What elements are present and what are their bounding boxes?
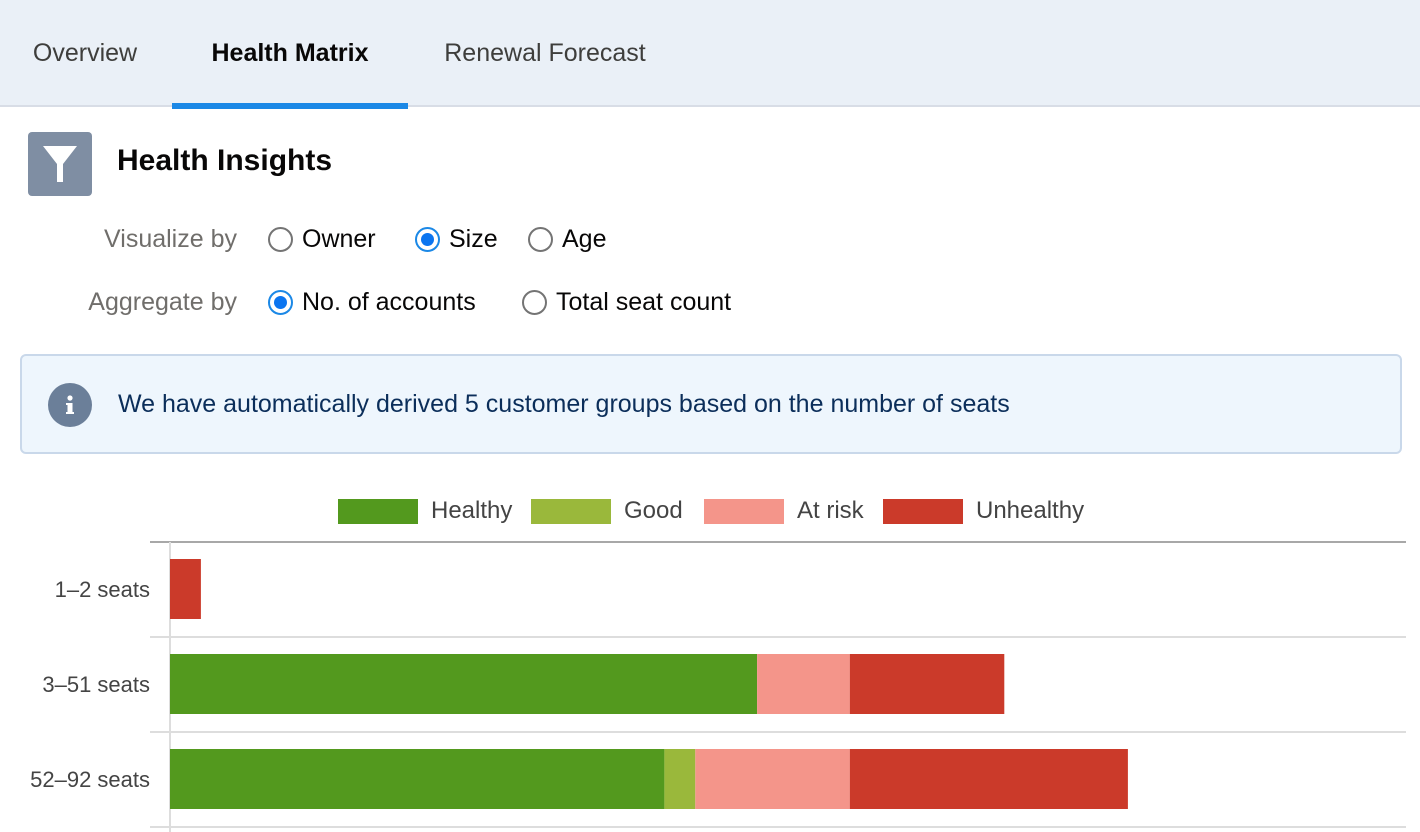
tab-overview-label: Overview xyxy=(32,39,138,67)
legend-healthy: Healthy xyxy=(338,497,512,525)
info-banner: We have automatically derived 5 customer… xyxy=(20,354,1402,454)
bar-segment-healthy xyxy=(170,654,758,714)
category-label: 1–2 seats xyxy=(55,577,150,602)
radio-circle xyxy=(415,227,440,252)
radio-circle xyxy=(528,227,553,252)
legend-swatch-at-risk xyxy=(704,498,784,524)
bar-segment-unhealthy xyxy=(849,654,1005,714)
legend-label-good: Good xyxy=(624,497,683,524)
legend-unhealthy: Unhealthy xyxy=(883,497,1084,525)
legend-swatch-healthy xyxy=(338,498,418,524)
tab-health-matrix-label: Health Matrix xyxy=(211,39,369,67)
active-tab-indicator xyxy=(172,103,408,109)
legend-label-at-risk: At risk xyxy=(797,497,864,524)
tab-renewal-forecast[interactable]: Renewal Forecast xyxy=(410,0,680,107)
bar-segment-healthy xyxy=(170,749,665,809)
tab-health-matrix[interactable]: Health Matrix xyxy=(172,0,408,109)
radio-total-seat-count-label: Total seat count xyxy=(556,288,732,316)
legend-at-risk: At risk xyxy=(704,497,864,525)
visualize-by-label: Visualize by xyxy=(104,225,237,253)
info-icon xyxy=(48,383,92,427)
legend-good: Good xyxy=(531,497,683,525)
radio-size-label: Size xyxy=(449,225,498,253)
legend-label-healthy: Healthy xyxy=(431,497,513,524)
health-bar-chart: 1–2 seats 3–51 seats 52–92 seats xyxy=(30,541,1406,832)
tab-bar: Overview Health Matrix Renewal Forecast xyxy=(0,0,1420,109)
category-label: 3–51 seats xyxy=(42,672,150,697)
radio-circle xyxy=(268,227,293,252)
bar-segment-good xyxy=(664,749,696,809)
legend-swatch-good xyxy=(531,498,611,524)
legend-swatch-unhealthy xyxy=(883,498,963,524)
radio-no-of-accounts[interactable]: No. of accounts xyxy=(268,288,476,317)
radio-total-seat-count[interactable]: Total seat count xyxy=(522,288,731,317)
radio-circle xyxy=(522,290,547,315)
radio-age-label: Age xyxy=(562,225,607,253)
category-label: 52–92 seats xyxy=(30,767,150,792)
radio-size[interactable]: Size xyxy=(415,225,498,254)
radio-circle xyxy=(268,290,293,315)
bar-segment-at-risk xyxy=(695,749,850,809)
aggregate-by-label: Aggregate by xyxy=(88,288,237,316)
funnel-icon xyxy=(28,132,92,196)
bar-segment-at-risk xyxy=(757,654,850,714)
radio-owner-label: Owner xyxy=(302,225,376,253)
tab-overview[interactable]: Overview xyxy=(0,0,170,107)
legend-label-unhealthy: Unhealthy xyxy=(976,497,1085,524)
radio-no-of-accounts-label: No. of accounts xyxy=(302,288,476,316)
radio-owner[interactable]: Owner xyxy=(268,225,376,254)
radio-age[interactable]: Age xyxy=(528,225,606,254)
bar-segment-unhealthy xyxy=(849,749,1128,809)
bar-segment-unhealthy xyxy=(170,559,201,619)
page-title: Health Insights xyxy=(117,144,333,177)
tab-renewal-forecast-label: Renewal Forecast xyxy=(444,39,646,67)
info-banner-text: We have automatically derived 5 customer… xyxy=(118,390,1010,418)
